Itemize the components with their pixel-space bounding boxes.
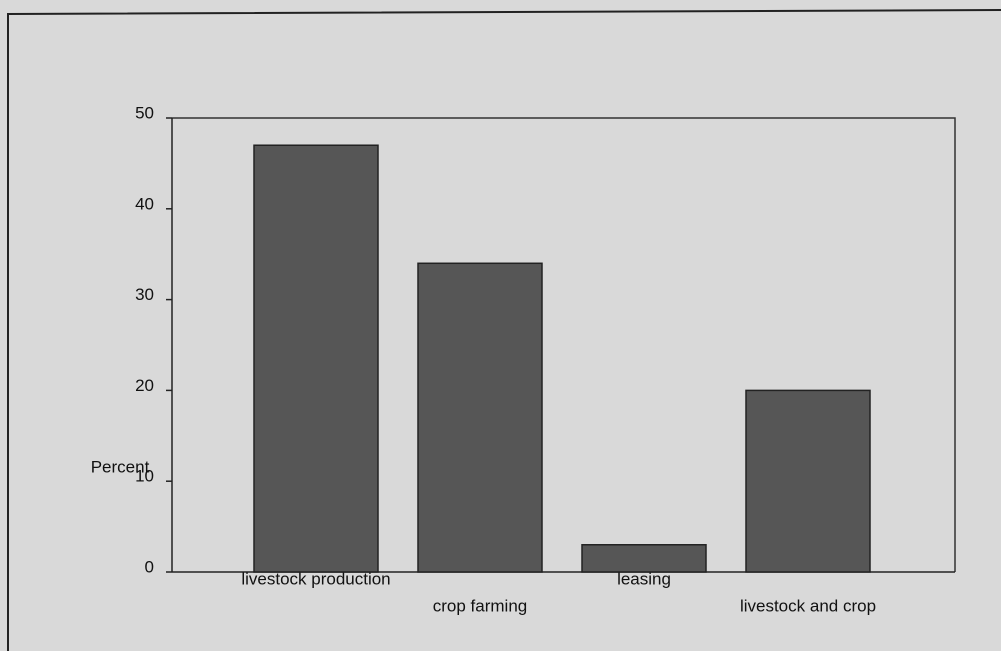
x-tick-label: livestock and crop — [740, 596, 876, 615]
y-tick-label: 0 — [145, 557, 154, 576]
y-tick-label: 50 — [135, 103, 154, 122]
y-axis-label: Percent — [91, 457, 150, 476]
plot-frame — [172, 117, 956, 572]
x-tick-label: livestock production — [241, 569, 390, 588]
y-tick-label: 40 — [135, 194, 154, 213]
page-frame — [7, 9, 1001, 651]
y-tick-label: 30 — [135, 285, 154, 304]
x-tick-label: leasing — [617, 569, 671, 588]
y-tick-label: 10 — [135, 467, 154, 486]
bar — [581, 544, 707, 573]
bar — [417, 262, 543, 573]
y-tick-label: 20 — [135, 376, 154, 395]
x-tick-label: crop farming — [433, 596, 527, 615]
bar — [253, 144, 379, 573]
bar — [745, 389, 871, 573]
